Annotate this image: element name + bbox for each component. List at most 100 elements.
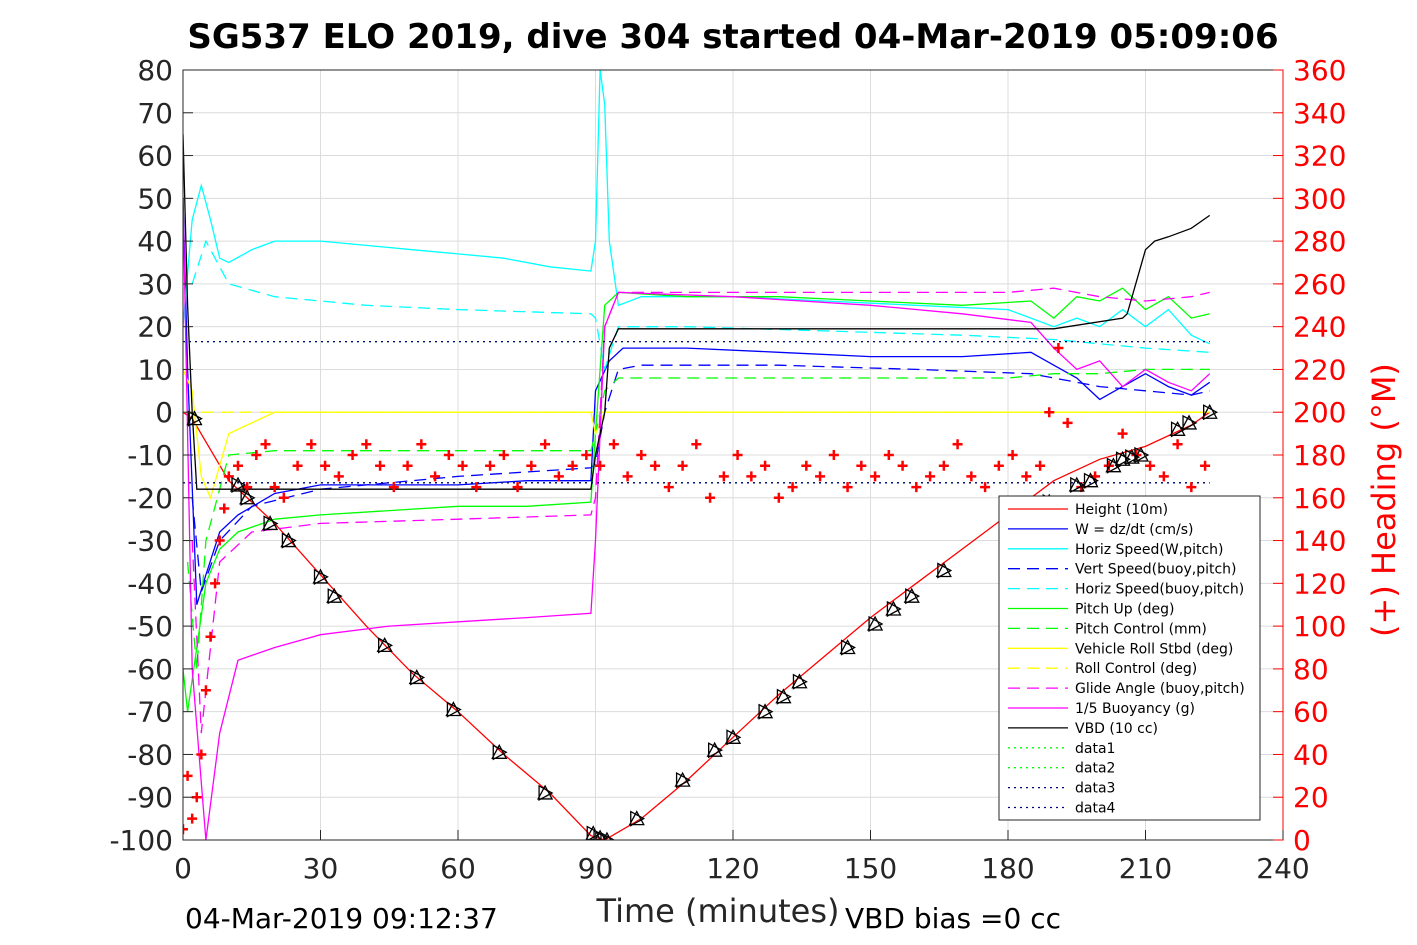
- y-tick-label: 50: [137, 182, 173, 215]
- legend-label-4: Horiz Speed(buoy,pitch): [1075, 582, 1244, 598]
- x-tick-label: 120: [706, 852, 759, 885]
- legend-label-14: data3: [1075, 781, 1115, 797]
- heading-point: [402, 460, 413, 471]
- legend-label-8: Roll Control (deg): [1075, 661, 1197, 677]
- depth-marker: [445, 701, 462, 718]
- heading-point: [540, 439, 551, 450]
- y-tick-label: -90: [127, 781, 173, 814]
- legend-label-12: data1: [1075, 741, 1115, 757]
- depth-marker: [229, 476, 247, 494]
- heading-point: [200, 685, 211, 696]
- x-tick-label: 0: [174, 852, 192, 885]
- depth-marker: [674, 771, 691, 789]
- depth-marker: [1068, 476, 1086, 494]
- x-axis-ticks: 0 30 60 90 120 150 180 210 240: [174, 830, 1310, 885]
- depth-marker: [1201, 403, 1219, 421]
- heading-point: [980, 482, 991, 493]
- heading-point: [1186, 482, 1197, 493]
- heading-point: [361, 439, 372, 450]
- legend-entries: Height (10m) W = dz/dt (cm/s) Horiz Speed(…: [1008, 502, 1245, 817]
- heading-point: [787, 482, 798, 493]
- heading-point: [828, 450, 839, 460]
- heading-point: [187, 813, 198, 824]
- heading-point: [191, 792, 202, 803]
- legend-label-2: Horiz Speed(W,pitch): [1075, 542, 1223, 558]
- heading-point: [485, 460, 496, 471]
- depth-marker: [1169, 420, 1186, 438]
- y-tick-label: -50: [127, 610, 173, 643]
- heading-point: [375, 460, 386, 471]
- depth-marker: [791, 673, 808, 690]
- legend-label-5: Pitch Up (deg): [1075, 602, 1174, 618]
- heading-point: [553, 471, 564, 482]
- heading-point: [691, 439, 702, 450]
- heading-point: [938, 460, 949, 471]
- right-tick-label: 120: [1293, 567, 1346, 600]
- x-tick-label: 150: [844, 852, 897, 885]
- right-tick-label: 280: [1293, 225, 1346, 258]
- heading-point: [773, 492, 784, 503]
- heading-point: [278, 492, 289, 503]
- right-axis-ticks: 0 20 40 60 80 100 120 140 160 180 200 220 240 260 280 3…: [1273, 54, 1346, 857]
- heading-point: [1062, 417, 1073, 428]
- heading-point: [1044, 407, 1055, 418]
- y-tick-label: 30: [137, 268, 173, 301]
- depth-marker: [756, 703, 774, 720]
- right-tick-label: 220: [1293, 353, 1346, 386]
- heading-point: [233, 460, 243, 471]
- heading-point: [842, 482, 853, 493]
- right-tick-label: 20: [1293, 781, 1329, 814]
- depth-marker: [706, 741, 724, 759]
- x-tick-label: 30: [303, 852, 339, 885]
- heading-point: [1172, 439, 1183, 450]
- heading-point: [430, 471, 441, 482]
- series-line-4: [191, 239, 1210, 370]
- y-tick-label: -20: [127, 482, 173, 515]
- x-tick-label: 90: [578, 852, 614, 885]
- right-tick-label: 40: [1293, 738, 1329, 771]
- heading-point: [966, 471, 977, 482]
- heading-point: [608, 439, 619, 450]
- y-tick-label: -70: [127, 696, 173, 729]
- heading-point: [196, 749, 207, 760]
- heading-point: [183, 770, 193, 781]
- heading-point: [801, 460, 812, 471]
- heading-point: [269, 482, 280, 493]
- y-tick-label: -40: [127, 567, 173, 600]
- heading-point: [471, 482, 482, 493]
- depth-marker: [866, 615, 884, 633]
- legend-label-9: Glide Angle (buoy,pitch): [1075, 681, 1245, 697]
- series-line-6: [186, 368, 1210, 669]
- series-line-2: [183, 70, 1210, 345]
- legend-label-13: data2: [1075, 761, 1115, 777]
- right-tick-label: 240: [1293, 311, 1346, 344]
- depth-marker: [775, 688, 792, 705]
- x-tick-label: 180: [981, 852, 1034, 885]
- heading-point: [1145, 460, 1156, 471]
- legend-label-6: Pitch Control (mm): [1075, 621, 1207, 637]
- y-tick-label: 20: [137, 311, 173, 344]
- heading-point: [663, 482, 674, 493]
- heading-point: [718, 471, 729, 482]
- legend-label-0: Height (10m): [1075, 502, 1168, 518]
- right-tick-label: 340: [1293, 97, 1346, 130]
- footer-vbd-bias: VBD bias =0 cc: [845, 902, 1061, 935]
- right-tick-label: 180: [1293, 439, 1346, 472]
- heading-point: [214, 535, 225, 546]
- depth-marker: [839, 639, 856, 656]
- right-tick-label: 260: [1293, 268, 1346, 301]
- right-tick-label: 0: [1293, 824, 1311, 857]
- depth-marker: [903, 587, 921, 605]
- y-tick-label: 60: [137, 140, 173, 173]
- heading-point: [388, 482, 399, 493]
- x-axis-label: Time (minutes): [596, 892, 840, 930]
- series-line-11: [183, 134, 1211, 490]
- heading-point: [1200, 460, 1211, 471]
- legend-label-10: 1/5 Buoyancy (g): [1075, 701, 1195, 717]
- right-tick-label: 160: [1293, 482, 1346, 515]
- chart-title: SG537 ELO 2019, dive 304 started 04-Mar-…: [187, 17, 1278, 57]
- heading-point: [911, 482, 922, 493]
- depth-marker: [1082, 472, 1099, 489]
- y-tick-label: 0: [155, 396, 173, 429]
- y-tick-label: -10: [127, 439, 173, 472]
